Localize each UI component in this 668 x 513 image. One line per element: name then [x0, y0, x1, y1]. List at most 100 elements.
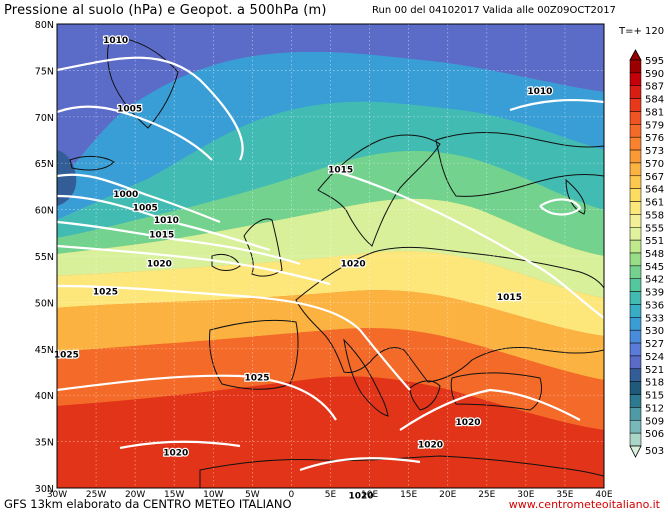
legend-label: 542 — [645, 275, 664, 286]
legend-swatch — [629, 136, 642, 151]
legend-label: 558 — [645, 210, 664, 221]
longitude-label: 30E — [517, 490, 534, 500]
map-frame — [56, 23, 605, 489]
latitude-label: 40N — [35, 391, 54, 402]
longitude-label: 20E — [439, 490, 456, 500]
legend-label: 548 — [645, 249, 664, 260]
legend-swatch — [629, 227, 642, 241]
legend-label: 539 — [645, 288, 664, 299]
isobar-label: 1020 — [341, 259, 366, 269]
legend-label: 595 — [645, 56, 664, 67]
legend-label: 527 — [645, 339, 664, 350]
legend-swatch — [629, 188, 642, 202]
legend-label: 567 — [645, 172, 664, 183]
longitude-label: 25E — [478, 490, 495, 500]
legend-label: 576 — [645, 133, 664, 144]
isobar-label: 1015 — [328, 166, 353, 176]
isobar-label: 1015 — [149, 231, 174, 241]
latitude-label: 75N — [35, 66, 54, 77]
legend-swatch — [629, 278, 642, 292]
legend-label: 579 — [645, 120, 664, 131]
latitude-label: 55N — [35, 252, 54, 263]
legend-label: 533 — [645, 313, 664, 324]
legend-label: 530 — [645, 326, 664, 337]
coastlines — [69, 35, 604, 488]
legend-swatch — [629, 149, 642, 164]
isobar-label: 1005 — [133, 204, 158, 214]
legend-top-arrow — [629, 49, 642, 61]
legend-swatch — [629, 265, 642, 279]
legend-swatch — [629, 317, 642, 331]
legend-swatch — [629, 72, 642, 86]
legend-swatch — [629, 355, 642, 370]
geopot-band-561 — [57, 251, 604, 336]
latitude-label: 45N — [35, 345, 54, 356]
legend-label: 524 — [645, 352, 664, 363]
legend-label: 584 — [645, 95, 664, 106]
legend-swatch — [629, 420, 642, 434]
forecast-step: T=+ 120 — [619, 26, 665, 37]
run-validity-info: Run 00 del 04102017 Valida alle 00Z09OCT… — [372, 5, 616, 16]
legend-swatch — [629, 291, 642, 305]
latitude-label: 30N — [35, 484, 54, 495]
legend-swatch — [629, 124, 642, 138]
longitude-label: 5W — [245, 490, 260, 500]
legend-swatch — [629, 342, 642, 357]
legend-swatch — [629, 432, 642, 447]
longitude-label: 40E — [595, 490, 612, 500]
legend-swatch — [629, 368, 642, 382]
isobar-label: 1010 — [103, 36, 128, 46]
legend-label: 551 — [645, 236, 664, 247]
website-link[interactable]: www.centrometeoitaliano.it — [508, 498, 660, 511]
latitude-label: 80N — [35, 20, 54, 31]
geopot-band-579 — [57, 328, 604, 430]
longitude-label: 35E — [556, 490, 573, 500]
longitude-label: 15W — [164, 490, 184, 500]
legend-label: 587 — [645, 82, 664, 93]
geopot-band-570 — [57, 290, 604, 380]
legend-label: 573 — [645, 146, 664, 157]
legend-swatch — [629, 304, 642, 318]
legend-swatch — [629, 85, 642, 99]
model-credit: GFS 13km elaborato da CENTRO METEO ITALI… — [4, 497, 292, 511]
legend-label: 536 — [645, 300, 664, 311]
legend-swatch — [629, 381, 642, 395]
isobar-label: 1010 — [527, 87, 552, 97]
legend-swatch — [629, 394, 642, 408]
legend-swatch — [629, 329, 642, 344]
legend-label: 570 — [645, 159, 664, 170]
isobar-label: 1025 — [93, 287, 118, 297]
isobar-label: 1005 — [117, 104, 142, 114]
legend-label: 521 — [645, 365, 664, 376]
geopot-band-521 — [57, 24, 604, 182]
longitude-label: 0 — [289, 490, 295, 500]
geopot-band-536 — [57, 101, 604, 238]
legend-swatch — [629, 407, 642, 421]
legend-label: 512 — [645, 403, 664, 414]
latitude-label: 65N — [35, 159, 54, 170]
latitude-label: 50N — [35, 298, 54, 309]
isobar-label: 1025 — [245, 374, 270, 384]
latitude-label: 35N — [35, 438, 54, 449]
longitude-label: 10W — [203, 490, 223, 500]
isobar-label: 1020 — [456, 418, 481, 428]
legend-label: 515 — [645, 391, 664, 402]
isobar-label: 1015 — [497, 293, 522, 303]
map-title: Pressione al suolo (hPa) e Geopot. a 500… — [4, 3, 327, 18]
isobar-labels: 1010 1010 1005 1000 1005 1010 1015 1015 1020 1020… — [53, 35, 554, 503]
legend-swatch — [629, 175, 642, 189]
legend-swatch — [629, 162, 642, 177]
geopot-band-548 — [57, 151, 604, 256]
legend-label: 518 — [645, 378, 664, 389]
latitude-label: 70N — [35, 113, 54, 124]
longitude-label: 15E — [400, 490, 417, 500]
longitude-label: 30W — [47, 490, 67, 500]
legend-label: 561 — [645, 198, 664, 209]
geopot-band-527 — [57, 51, 604, 220]
legend-swatch — [629, 111, 642, 125]
isobar-label: 1020 — [418, 440, 443, 450]
longitude-label: 10E — [361, 490, 378, 500]
